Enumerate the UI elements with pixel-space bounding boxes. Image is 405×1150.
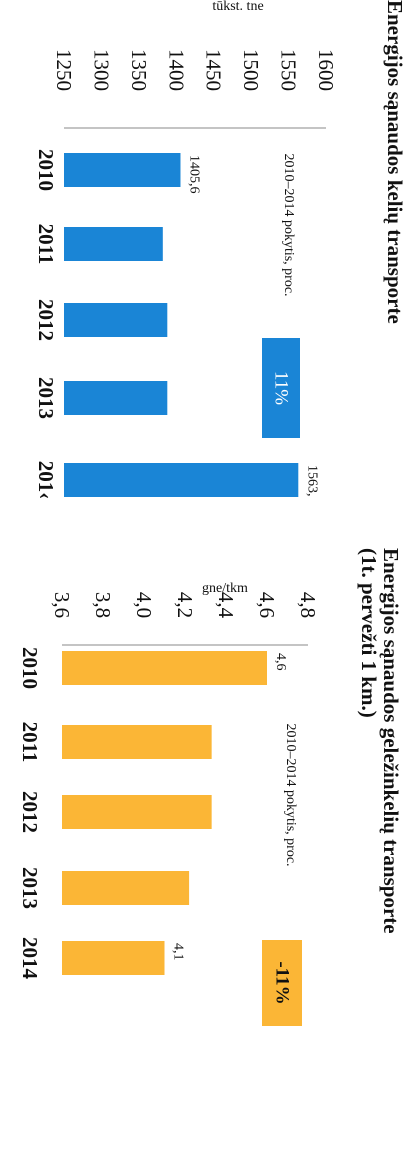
value-tick-label: 4,0	[132, 592, 156, 618]
value-tick-label: 1350	[127, 49, 151, 91]
rail-bars	[62, 651, 267, 975]
data-label: 1563,	[304, 465, 319, 497]
value-tick-label: 1600	[314, 49, 338, 91]
bar	[62, 725, 212, 759]
bar	[64, 463, 299, 497]
year-label: 2013	[18, 867, 42, 909]
rail-unit-label: gne/tkm	[202, 581, 248, 596]
year-label: 2010	[18, 647, 42, 689]
year-label: 2014	[18, 937, 42, 980]
bar	[62, 651, 267, 685]
data-label: 4,6	[273, 653, 288, 671]
value-tick-label: 4,6	[255, 592, 279, 618]
bar	[62, 871, 190, 905]
value-tick-label: 1250	[52, 49, 76, 91]
road-data-labels: 1405,6 1563,	[186, 155, 319, 497]
data-label: 4,1	[171, 943, 186, 961]
value-tick-label: 4,4	[214, 592, 238, 619]
year-label: 2011	[34, 224, 58, 265]
road-unit-label: tūkst. tne	[212, 0, 263, 14]
data-label: 1405,6	[186, 155, 201, 194]
road-year-labels: 2010 2011 2012 2013 201‹	[34, 149, 58, 499]
rail-year-labels: 2010 2011 2012 2013 2014	[18, 647, 42, 980]
rail-change-badge	[262, 940, 302, 1026]
bar	[62, 795, 212, 829]
bar	[64, 303, 168, 337]
value-tick-label: 1300	[89, 49, 113, 91]
value-tick-label: 1400	[164, 49, 188, 91]
rail-change-note: 2010–2014 pokytis, proc.	[283, 723, 298, 866]
value-tick-label: 1550	[277, 49, 301, 91]
value-tick-label: 4,8	[296, 592, 320, 618]
rail-data-labels: 4,6 4,1	[171, 653, 289, 961]
year-label: 201‹	[34, 461, 58, 500]
bar	[62, 941, 165, 975]
year-label: 2012	[18, 791, 42, 833]
road-bars	[64, 153, 299, 497]
road-energy-chart: Energijos sąnaudos kelių transporte tūks…	[34, 0, 405, 499]
year-label: 2012	[34, 299, 58, 341]
bar	[64, 227, 163, 261]
rail-chart-title-line2: (1t. pervežti 1 km.)	[357, 548, 381, 718]
value-tick-label: 3,6	[50, 592, 74, 618]
year-label: 2013	[34, 377, 58, 419]
road-change-badge-text: 11%	[271, 371, 292, 405]
year-label: 2011	[18, 722, 42, 763]
bar	[64, 381, 168, 415]
rail-chart-title-line1: Energijos sąnaudos geležinkelių transpor…	[379, 548, 403, 934]
rail-energy-chart: Energijos sąnaudos geležinkelių transpor…	[18, 548, 403, 1026]
value-tick-label: 1450	[202, 49, 226, 91]
rail-value-ticks: 3,6 3,8 4,0 4,2 4,4 4,6 4,8	[50, 592, 320, 619]
rail-change-badge-text: -11%	[272, 961, 293, 1004]
value-tick-label: 3,8	[91, 592, 115, 618]
value-tick-label: 4,2	[173, 592, 197, 618]
road-value-ticks: 1250 1300 1350 1400 1450 1500 1550 1600	[52, 49, 338, 91]
road-chart-title: Energijos sąnaudos kelių transporte	[383, 0, 405, 324]
year-label: 2010	[34, 149, 58, 191]
road-change-badge	[262, 338, 300, 438]
road-change-note: 2010–2014 pokytis, proc.	[281, 153, 296, 296]
bar	[64, 153, 181, 187]
value-tick-label: 1500	[239, 49, 263, 91]
